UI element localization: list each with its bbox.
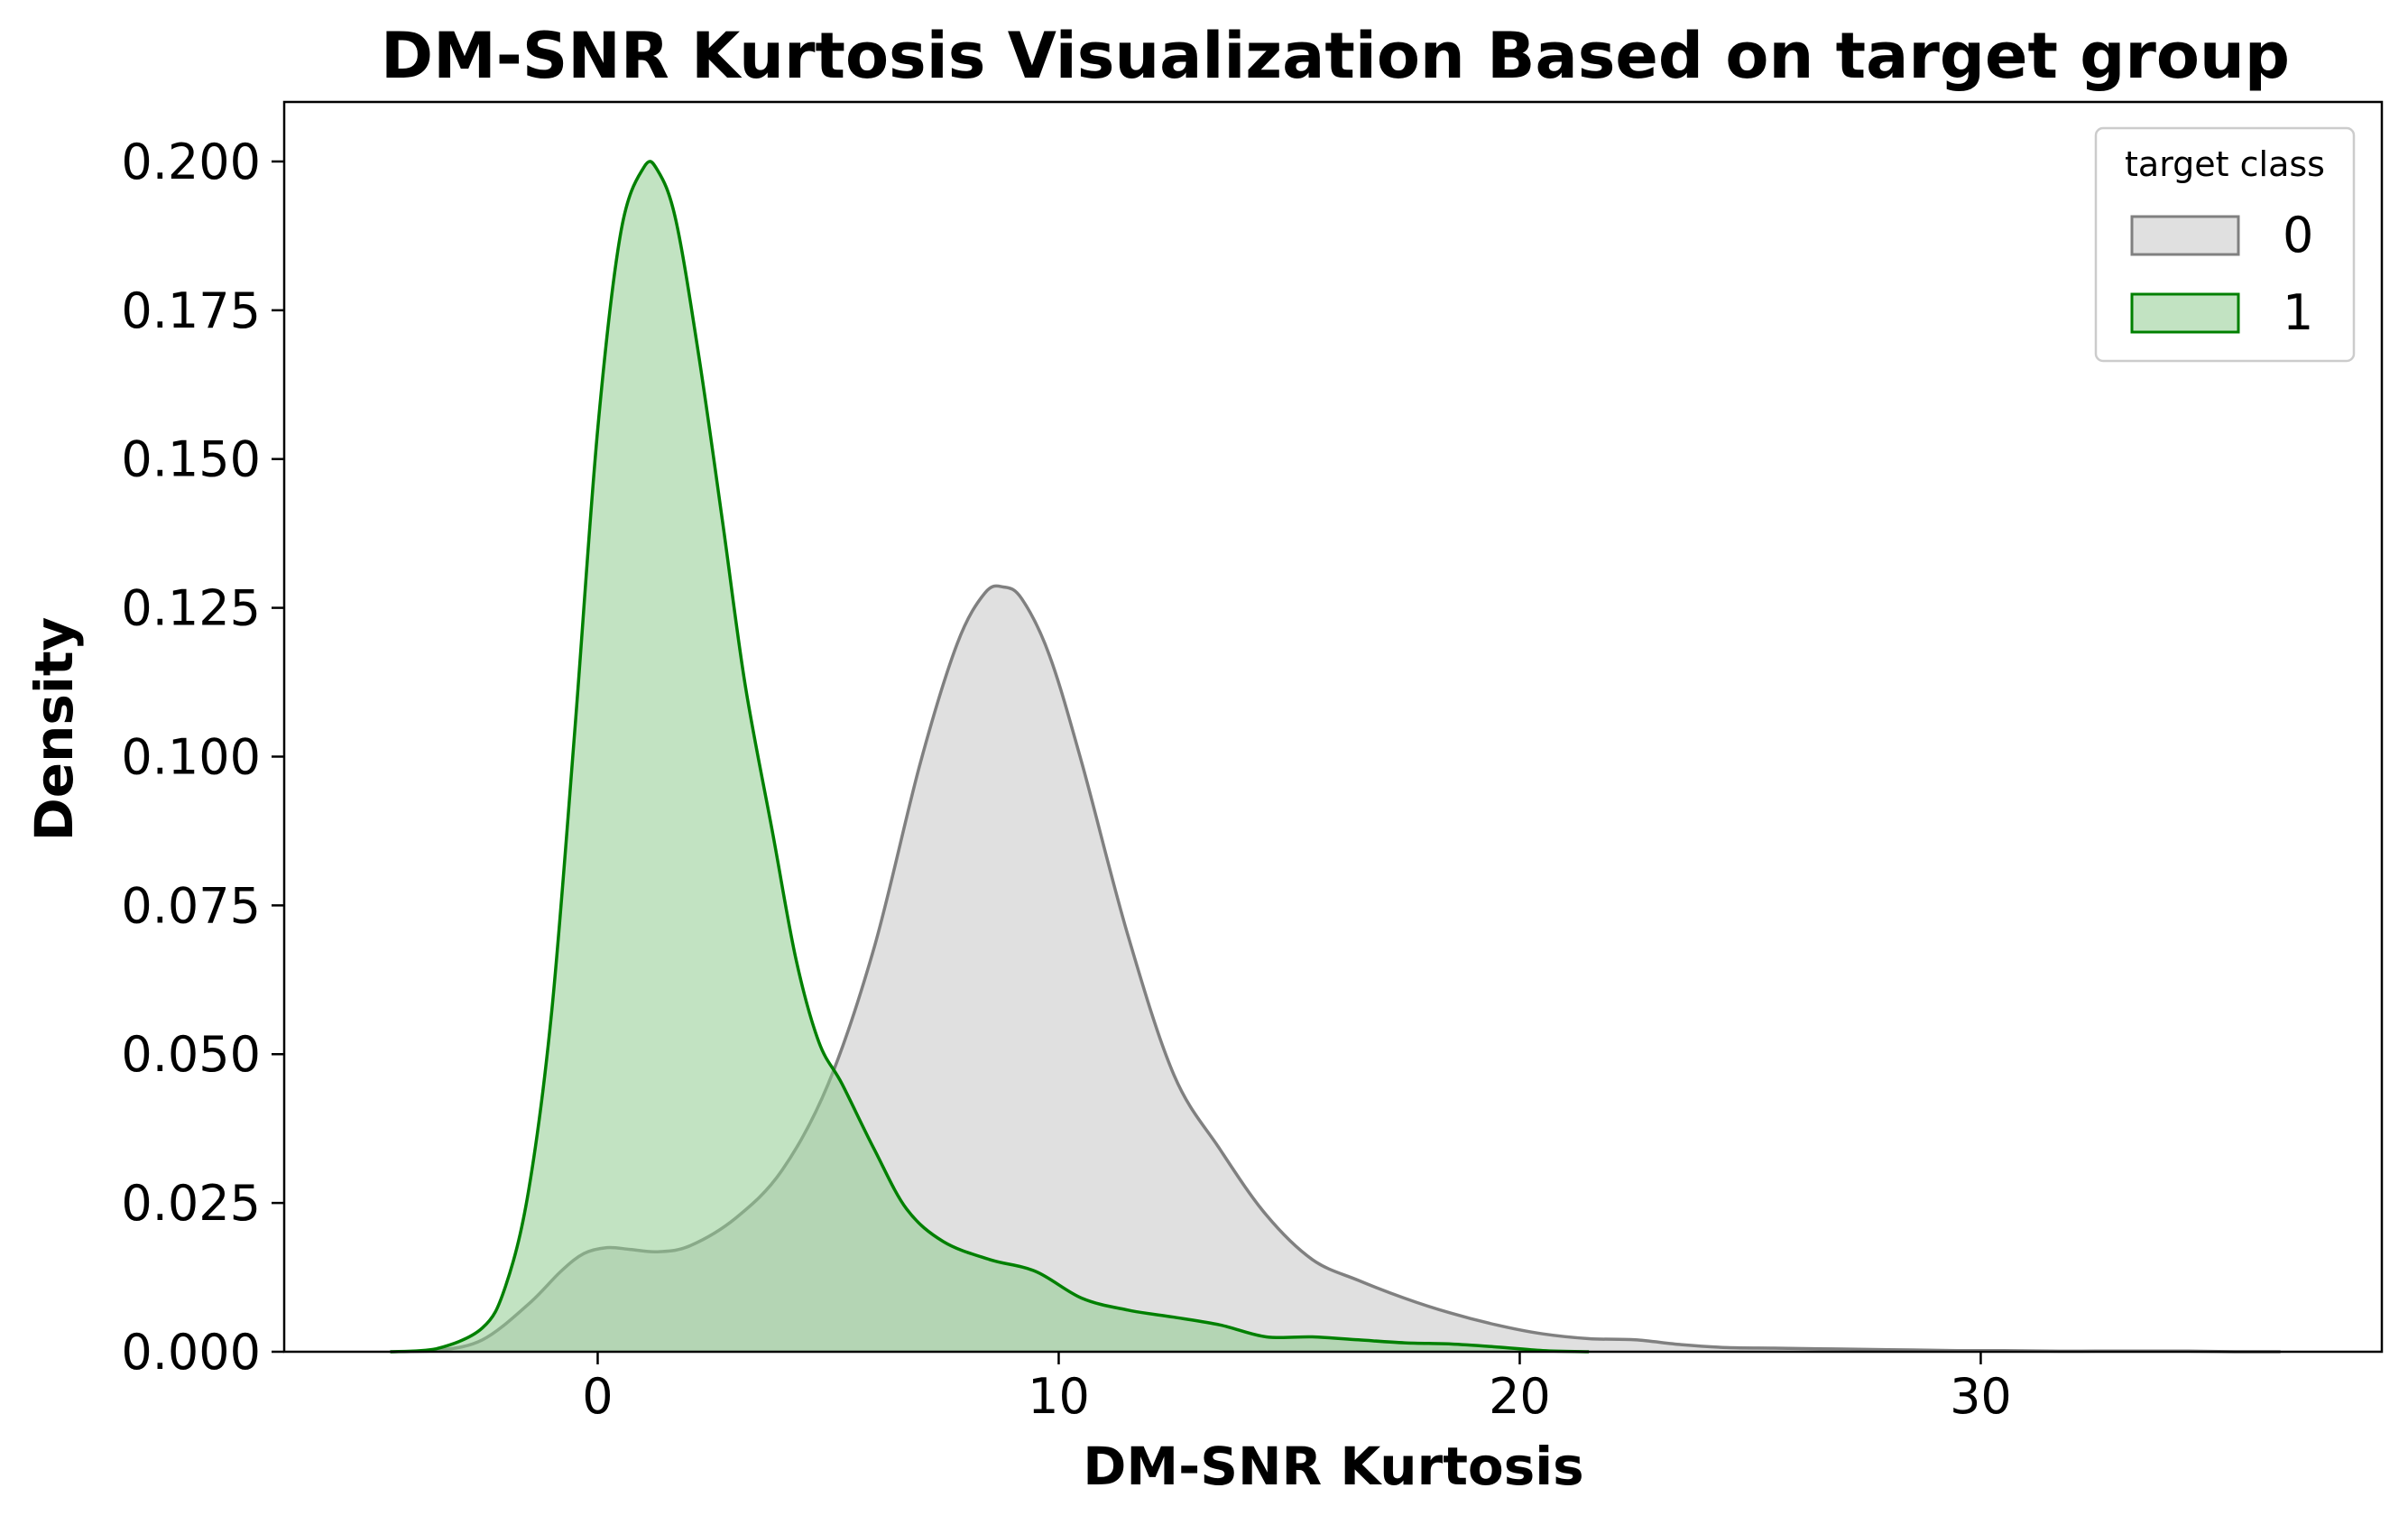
- plot-frame: [282, 100, 2384, 1354]
- y-tick-label: 0.150: [121, 431, 261, 488]
- y-tick-label: 0.000: [121, 1324, 261, 1381]
- series-1-line: [390, 160, 1590, 1354]
- y-tick-label: 0.100: [121, 728, 261, 785]
- y-tick-label: 0.175: [121, 282, 261, 339]
- series-1-area: [390, 161, 1590, 1352]
- y-tick-label: 0.125: [121, 580, 261, 637]
- legend-label-0: 0: [2283, 207, 2313, 263]
- legend: target class 01: [2094, 126, 2356, 363]
- series-layer: [390, 160, 2281, 1354]
- legend-swatch-0: [2130, 215, 2240, 256]
- x-axis: 0 10 20 30: [582, 1352, 2012, 1425]
- legend-title: target class: [2125, 144, 2325, 184]
- x-axis-label: DM-SNR Kurtosis: [1083, 1436, 1583, 1497]
- legend-swatch-1: [2130, 292, 2240, 334]
- legend-label-1: 1: [2283, 284, 2313, 341]
- plot-area: 0 10 20 30 0.0000.0250.0500.0750.1000.1250.…: [121, 100, 2384, 1425]
- legend-entries: 01: [2130, 207, 2313, 341]
- y-tick-label: 0.025: [121, 1175, 261, 1232]
- y-tick-label: 0.050: [121, 1026, 261, 1083]
- x-tick-label: 0: [582, 1368, 613, 1425]
- y-tick-label: 0.200: [121, 134, 261, 190]
- y-axis-label: Density: [23, 617, 85, 842]
- chart-title: DM-SNR Kurtosis Visualization Based on t…: [381, 19, 2290, 93]
- x-tick-label: 30: [1950, 1368, 2012, 1425]
- x-tick-label: 10: [1028, 1368, 1090, 1425]
- y-axis: 0.000 0.025 0.050 0.075 0.100 0.125 0.150 0.175…: [121, 134, 284, 1381]
- x-tick-label: 20: [1489, 1368, 1551, 1425]
- y-tick-label: 0.075: [121, 877, 261, 934]
